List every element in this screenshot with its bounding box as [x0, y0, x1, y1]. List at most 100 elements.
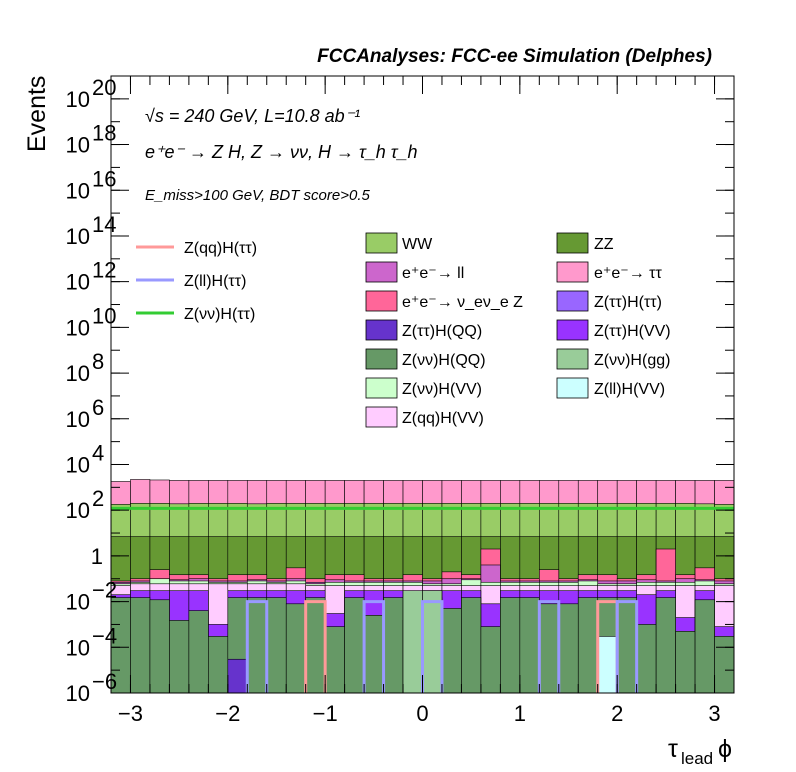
- legend-swatch: [556, 377, 589, 399]
- bar-z-h-qq-: [714, 636, 735, 694]
- y-tick-exponent: 14: [92, 212, 116, 237]
- legend-swatch: [365, 406, 398, 428]
- x-label-symbol: τ: [668, 735, 678, 763]
- x-label-suffix: ϕ: [718, 735, 732, 763]
- legend-swatch: [556, 261, 589, 283]
- bar-z-ll-h-vv-: [597, 636, 618, 694]
- legend-label: e⁺e⁻→ ττ: [594, 265, 662, 282]
- bar-z-h-qq-: [344, 597, 365, 694]
- legend-label: Z(qq)H(ττ): [184, 240, 257, 257]
- bar-z-h-qq-: [558, 603, 579, 694]
- legend-swatch: [365, 232, 398, 254]
- legend-label: Z(νν)H(QQ): [402, 352, 486, 369]
- y-tick-exponent: 18: [92, 121, 116, 146]
- bar-z-h-qq-: [305, 597, 326, 694]
- legend-label: ZZ: [594, 236, 614, 253]
- bar-z-h-qq-: [577, 597, 599, 694]
- y-tick-exponent: −6: [92, 669, 117, 694]
- legend-label: WW: [402, 236, 433, 253]
- legend: Z(qq)H(ττ) Z(ll)H(ττ) Z(νν)H(ττ) WW e⁺e⁻→ ll…: [136, 232, 671, 428]
- bar-z-h-qq-: [169, 620, 190, 694]
- signal-lines: [111, 506, 734, 693]
- y-axis-label: Events: [23, 76, 51, 152]
- legend-swatch: [365, 348, 398, 370]
- legend-label: Z(ll)H(ττ): [184, 273, 246, 290]
- y-tick-label: 10: [66, 361, 90, 386]
- y-tick-exponent: 20: [92, 75, 116, 100]
- line-z-ll-h-: [362, 600, 386, 693]
- legend-label: Z(ll)H(VV): [594, 381, 665, 398]
- line-z-qq-h-: [304, 600, 327, 693]
- y-tick-label: 10: [66, 681, 90, 706]
- legend-label: Z(ττ)H(VV): [594, 323, 671, 340]
- bar-z-h-qq-: [246, 597, 268, 694]
- x-axis-label: τ lead ϕ: [668, 735, 732, 768]
- legend-label: Z(ττ)H(ττ): [594, 294, 662, 311]
- legend-swatch: [365, 377, 398, 399]
- bar-z-h-qq-: [441, 608, 462, 694]
- bar-z-h-qq-: [616, 597, 637, 694]
- legend-swatch: [556, 319, 589, 341]
- annotations: √s = 240 GeV, L=10.8 ab⁻¹ e⁺e⁻ → Z H, Z →…: [145, 106, 418, 204]
- x-tick-label: 2: [611, 701, 623, 726]
- bar-z-h-qq-: [636, 624, 657, 694]
- y-tick-label: 10: [66, 270, 90, 295]
- x-tick-label: −3: [118, 701, 143, 726]
- annotation-selection: E_miss>100 GeV, BDT score>0.5: [145, 187, 370, 204]
- bar-z-h-qq-: [539, 603, 560, 694]
- bar-z-h-qq-: [480, 626, 501, 694]
- legend-swatch: [365, 290, 398, 312]
- chart-title: FCCAnalyses: FCC-ee Simulation (Delphes): [317, 46, 712, 67]
- bar-z-h-qq-: [461, 597, 482, 694]
- bar-z-h-qq-: [324, 626, 345, 694]
- legend-label: Z(νν)H(gg): [594, 352, 670, 369]
- line-z-ll-h-: [245, 600, 269, 693]
- bar-z-h-qq-: [675, 631, 696, 694]
- bar-z-h-qq-: [519, 597, 540, 694]
- bar-z-h-qq-: [694, 599, 715, 694]
- x-tick-label: 3: [708, 701, 720, 726]
- y-tick-label: 10: [66, 407, 90, 432]
- x-tick-label: 1: [514, 701, 526, 726]
- line-z-ll-h-: [537, 600, 561, 693]
- bar-z-h-qq-: [208, 636, 229, 694]
- y-tick-label: 10: [66, 452, 90, 477]
- annotation-energy: √s = 240 GeV, L=10.8 ab⁻¹: [145, 106, 360, 126]
- legend-label: Z(νν)H(VV): [402, 381, 482, 398]
- y-tick-exponent: 2: [92, 486, 104, 511]
- y-tick-exponent: −4: [92, 623, 117, 648]
- y-tick-label: 10: [66, 133, 90, 158]
- y-tick-exponent: 4: [92, 440, 104, 465]
- y-tick-label: 10: [66, 315, 90, 340]
- y-tick-label: 10: [66, 635, 90, 660]
- y-tick-exponent: 12: [92, 258, 116, 283]
- legend-label: Z(νν)H(ττ): [184, 306, 255, 323]
- bar-z-h-qq-: [500, 597, 521, 694]
- legend-label: Z(ττ)H(QQ): [402, 323, 482, 340]
- y-tick-exponent: 8: [92, 349, 104, 374]
- y-tick-exponent: 16: [92, 166, 116, 191]
- bar-z-h-qq-: [383, 597, 404, 694]
- bar-z-h-gg-: [402, 590, 423, 694]
- legend-swatch: [365, 319, 398, 341]
- legend-label: e⁺e⁻→ ν_eν_e Z: [402, 294, 523, 311]
- bar-z-h-qq-: [655, 597, 676, 694]
- bar-z-h-qq-: [130, 597, 151, 694]
- legend-label: e⁺e⁻→ ll: [402, 265, 464, 282]
- y-tick-label: 10: [66, 87, 90, 112]
- x-tick-label: −2: [215, 701, 240, 726]
- y-tick-label: 1: [91, 544, 103, 569]
- bar-z-h-qq-: [363, 615, 384, 694]
- legend-swatch: [556, 290, 589, 312]
- y-tick-label: 10: [66, 178, 90, 203]
- bar-z-h-qq-: [285, 603, 306, 694]
- bar-z-h-qq-: [149, 599, 170, 694]
- line-z-ll-h-: [615, 600, 639, 693]
- y-tick-label: 10: [66, 498, 90, 523]
- bar-z-h-qq-: [227, 658, 248, 694]
- line-z-ll-h-: [421, 600, 444, 693]
- x-tick-label: 0: [416, 701, 428, 726]
- bar-z-h-gg-: [422, 590, 443, 694]
